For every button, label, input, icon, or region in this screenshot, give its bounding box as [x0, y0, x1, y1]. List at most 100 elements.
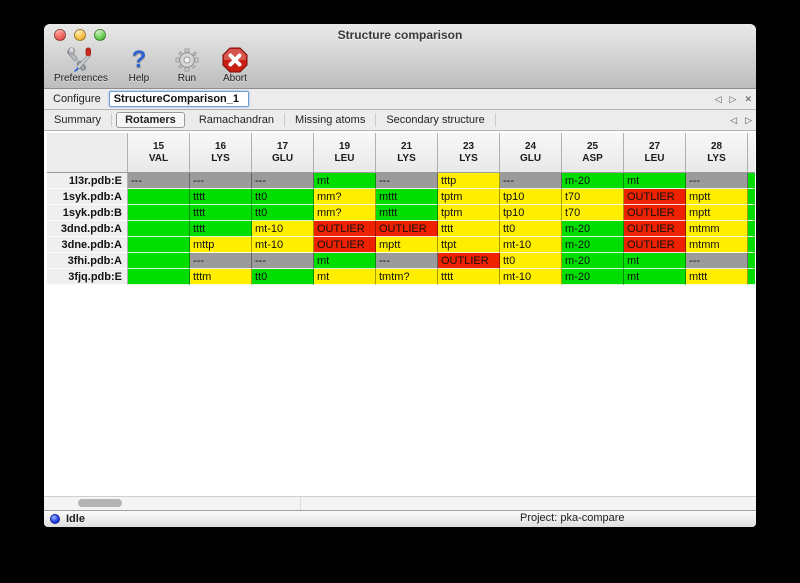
- rotamer-cell[interactable]: mptt: [376, 237, 438, 253]
- rotamer-cell[interactable]: m-20: [562, 253, 624, 269]
- rotamer-cell[interactable]: m-20: [562, 173, 624, 189]
- rotamer-cell[interactable]: ---: [190, 253, 252, 269]
- rotamer-cell[interactable]: mttp: [190, 237, 252, 253]
- rotamer-cell[interactable]: ---: [686, 253, 748, 269]
- rotamer-cell[interactable]: mttt: [686, 269, 748, 285]
- rotamer-cell[interactable]: tptm: [438, 189, 500, 205]
- toolbar-button-abort[interactable]: Abort: [218, 46, 252, 85]
- rotamer-cell[interactable]: tttt: [190, 205, 252, 221]
- rotamer-cell[interactable]: mt: [624, 173, 686, 189]
- rotamer-cell[interactable]: tttt: [190, 189, 252, 205]
- rotamer-cell[interactable]: OUTLIER: [314, 237, 376, 253]
- column-header-25[interactable]: 25 ASP: [562, 133, 624, 173]
- row-label[interactable]: 3dne.pdb:A: [47, 237, 128, 253]
- rotamer-cell[interactable]: tt0: [252, 269, 314, 285]
- horizontal-scrollbar-thumb[interactable]: [78, 499, 122, 507]
- minimize-button[interactable]: [74, 29, 86, 41]
- rotamer-cell[interactable]: ttpt: [438, 237, 500, 253]
- rotamer-cell[interactable]: tt0: [252, 205, 314, 221]
- rotamer-cell[interactable]: tp10: [500, 189, 562, 205]
- rotamer-cell[interactable]: ---: [376, 253, 438, 269]
- rotamer-cell[interactable]: tt0: [500, 221, 562, 237]
- rotamer-cell[interactable]: mttt: [376, 205, 438, 221]
- column-header-21[interactable]: 21 LYS: [376, 133, 438, 173]
- rotamer-cell[interactable]: mttt: [376, 189, 438, 205]
- rotamer-cell[interactable]: mm?: [314, 205, 376, 221]
- rotamer-cell[interactable]: OUTLIER: [624, 189, 686, 205]
- column-header-24[interactable]: 24 GLU: [500, 133, 562, 173]
- tabs-back-icon[interactable]: ◁: [730, 114, 738, 125]
- rotamer-cell[interactable]: tmtm?: [376, 269, 438, 285]
- configure-forward-icon[interactable]: ▷: [729, 93, 737, 104]
- rotamer-cell[interactable]: ---: [686, 173, 748, 189]
- rotamer-cell[interactable]: mt-10: [500, 237, 562, 253]
- configure-close-icon[interactable]: ✕: [744, 93, 752, 104]
- rotamer-cell[interactable]: mt: [624, 253, 686, 269]
- rotamer-cell[interactable]: tttt: [190, 221, 252, 237]
- row-label[interactable]: 1syk.pdb:B: [47, 205, 128, 221]
- titlebar[interactable]: Structure comparison: [44, 24, 756, 46]
- close-button[interactable]: [54, 29, 66, 41]
- horizontal-scrollbar[interactable]: [44, 496, 756, 510]
- rotamer-cell[interactable]: OUTLIER: [438, 253, 500, 269]
- zoom-button[interactable]: [94, 29, 106, 41]
- rotamer-cell[interactable]: tptm: [438, 205, 500, 221]
- rotamer-cell[interactable]: [128, 189, 190, 205]
- tab-secondary-structure[interactable]: Secondary structure: [376, 113, 496, 127]
- rotamer-cell[interactable]: mptt: [686, 189, 748, 205]
- column-header-28[interactable]: 28 LYS: [686, 133, 748, 173]
- rotamer-cell[interactable]: tttm: [190, 269, 252, 285]
- rotamer-cell[interactable]: tt0: [500, 253, 562, 269]
- rotamer-cell[interactable]: tt0: [252, 189, 314, 205]
- tab-summary[interactable]: Summary: [44, 113, 113, 127]
- column-header-16[interactable]: 16 LYS: [190, 133, 252, 173]
- rotamer-cell[interactable]: [128, 205, 190, 221]
- rotamer-cell[interactable]: [128, 237, 190, 253]
- rotamer-cell[interactable]: mtmm: [686, 221, 748, 237]
- rotamer-cell[interactable]: OUTLIER: [624, 221, 686, 237]
- row-label[interactable]: 3fhi.pdb:A: [47, 253, 128, 269]
- rotamer-cell[interactable]: mt: [314, 269, 376, 285]
- rotamer-cell[interactable]: ---: [128, 173, 190, 189]
- toolbar-button-help[interactable]: ? Help: [122, 46, 156, 85]
- rotamer-cell[interactable]: m-20: [562, 221, 624, 237]
- column-header-17[interactable]: 17 GLU: [252, 133, 314, 173]
- rotamer-cell[interactable]: OUTLIER: [314, 221, 376, 237]
- rotamer-cell[interactable]: ---: [252, 253, 314, 269]
- row-label[interactable]: 1l3r.pdb:E: [47, 173, 128, 189]
- rotamer-cell[interactable]: OUTLIER: [376, 221, 438, 237]
- rotamer-cell[interactable]: ---: [376, 173, 438, 189]
- configure-back-icon[interactable]: ◁: [714, 93, 722, 104]
- rotamer-cell[interactable]: t70: [562, 205, 624, 221]
- tab-ramachandran[interactable]: Ramachandran: [189, 113, 286, 127]
- rotamer-cell[interactable]: mt-10: [252, 221, 314, 237]
- rotamer-cell[interactable]: mt: [314, 253, 376, 269]
- tabs-forward-icon[interactable]: ▷: [745, 114, 752, 125]
- rotamer-cell[interactable]: ---: [252, 173, 314, 189]
- column-header-23[interactable]: 23 LYS: [438, 133, 500, 173]
- tab-missing-atoms[interactable]: Missing atoms: [285, 113, 377, 127]
- rotamer-cell[interactable]: [128, 221, 190, 237]
- column-header-15[interactable]: 15 VAL: [128, 133, 190, 173]
- rotamer-cell[interactable]: tttp: [438, 173, 500, 189]
- column-header-27[interactable]: 27 LEU: [624, 133, 686, 173]
- rotamer-cell[interactable]: mptt: [686, 205, 748, 221]
- rotamer-cell[interactable]: [128, 269, 190, 285]
- rotamer-cell[interactable]: mm?: [314, 189, 376, 205]
- configure-name-input[interactable]: [108, 91, 249, 107]
- toolbar-button-preferences[interactable]: Preferences: [54, 46, 108, 85]
- rotamer-cell[interactable]: mt: [314, 173, 376, 189]
- rotamer-cell[interactable]: m-20: [562, 237, 624, 253]
- row-label[interactable]: 3fjq.pdb:E: [47, 269, 128, 285]
- toolbar-button-run[interactable]: Run: [170, 46, 204, 85]
- rotamer-cell[interactable]: tttt: [438, 269, 500, 285]
- rotamer-cell[interactable]: [128, 253, 190, 269]
- column-header-19[interactable]: 19 LEU: [314, 133, 376, 173]
- rotamer-cell[interactable]: ---: [190, 173, 252, 189]
- tab-rotamers[interactable]: Rotamers: [116, 112, 185, 128]
- row-label[interactable]: 1syk.pdb:A: [47, 189, 128, 205]
- rotamer-cell[interactable]: mt: [624, 269, 686, 285]
- rotamer-cell[interactable]: mt-10: [252, 237, 314, 253]
- rotamer-cell[interactable]: t70: [562, 189, 624, 205]
- rotamer-cell[interactable]: mt-10: [500, 269, 562, 285]
